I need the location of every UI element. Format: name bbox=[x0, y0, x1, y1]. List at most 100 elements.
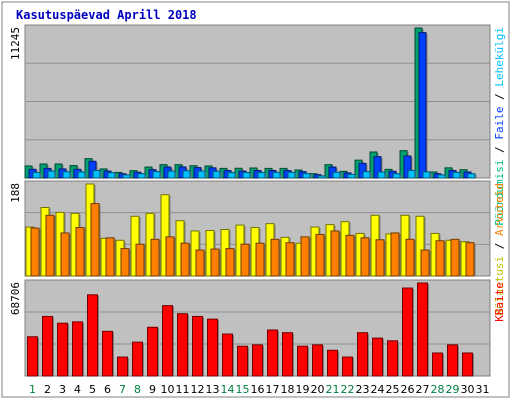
x-label-day-27: 27 bbox=[416, 383, 430, 396]
bar-kbaite-9 bbox=[147, 326, 158, 377]
bar-lehekülgi-1 bbox=[32, 171, 41, 179]
bar-lehekülgi-20 bbox=[317, 175, 326, 179]
legend-entry: Külastusi bbox=[493, 256, 506, 316]
bar-kbaite-4 bbox=[72, 321, 83, 377]
bar-arvuteid-7 bbox=[120, 248, 130, 277]
y-max-label: 11245 bbox=[9, 27, 22, 60]
bar-arvuteid-24 bbox=[375, 239, 385, 277]
bar-kbaite-23 bbox=[357, 332, 368, 377]
x-label-day-4: 4 bbox=[74, 383, 81, 396]
bar-arvuteid-6 bbox=[105, 237, 115, 277]
x-label-day-1: 1 bbox=[29, 383, 36, 396]
bar-kbaite-24 bbox=[372, 337, 383, 377]
bar-lehekülgi-21 bbox=[332, 171, 341, 179]
side-legend: Külastusi / Arvuteid bbox=[493, 183, 506, 315]
x-label-day-7: 7 bbox=[119, 383, 126, 396]
x-label-day-28: 28 bbox=[431, 383, 445, 396]
y-max-label: 68706 bbox=[9, 282, 22, 315]
bar-arvuteid-5 bbox=[90, 203, 100, 277]
legend-entry: Lehekülgi bbox=[493, 27, 506, 87]
x-label-day-19: 19 bbox=[296, 383, 310, 396]
x-label-day-14: 14 bbox=[221, 383, 235, 396]
bar-kbaite-22 bbox=[342, 356, 353, 377]
bar-kbaite-25 bbox=[387, 340, 398, 377]
bar-arvuteid-2 bbox=[45, 214, 55, 277]
bar-kbaite-1 bbox=[27, 336, 38, 377]
x-label-day-18: 18 bbox=[281, 383, 295, 396]
bar-arvuteid-11 bbox=[180, 242, 190, 277]
bar-arvuteid-16 bbox=[255, 242, 265, 277]
bar-kbaite-11 bbox=[177, 313, 188, 377]
bar-faile-27 bbox=[418, 32, 427, 179]
bar-arvuteid-30 bbox=[465, 242, 475, 277]
bar-arvuteid-19 bbox=[300, 236, 310, 277]
bar-lehekülgi-5 bbox=[92, 170, 101, 179]
x-label-day-5: 5 bbox=[89, 383, 96, 396]
x-label-day-3: 3 bbox=[59, 383, 66, 396]
bar-arvuteid-17 bbox=[270, 238, 280, 277]
x-label-day-2: 2 bbox=[44, 383, 51, 396]
bar-lehekülgi-17 bbox=[272, 171, 281, 179]
panel-visits-sites: 188 Külastusi / Arvuteid bbox=[9, 180, 506, 315]
panel-hits-files-pages: 11245 Pöördumisi / Faile / Lehekülgi bbox=[9, 24, 506, 226]
bar-kbaite-15 bbox=[237, 345, 248, 377]
bar-kbaite-19 bbox=[297, 345, 308, 377]
x-label-day-12: 12 bbox=[191, 383, 205, 396]
legend-entry: Arvuteid bbox=[493, 183, 506, 236]
bar-lehekülgi-15 bbox=[242, 172, 251, 179]
bar-kbaite-13 bbox=[207, 318, 218, 377]
x-label-day-8: 8 bbox=[134, 383, 141, 396]
bar-arvuteid-21 bbox=[330, 230, 340, 277]
bar-lehekülgi-3 bbox=[62, 171, 71, 179]
x-label-day-13: 13 bbox=[206, 383, 220, 396]
bar-lehekülgi-6 bbox=[107, 172, 116, 179]
bar-kbaite-5 bbox=[87, 294, 98, 377]
bar-lehekülgi-8 bbox=[137, 173, 146, 179]
bar-külastusi-10 bbox=[160, 194, 170, 277]
bar-lehekülgi-11 bbox=[182, 170, 191, 179]
x-label-day-26: 26 bbox=[401, 383, 415, 396]
x-label-day-9: 9 bbox=[149, 383, 156, 396]
bar-lehekülgi-4 bbox=[77, 171, 86, 179]
bar-lehekülgi-19 bbox=[302, 173, 311, 179]
bar-kbaite-10 bbox=[162, 305, 173, 377]
bar-lehekülgi-24 bbox=[377, 171, 386, 179]
bar-arvuteid-4 bbox=[75, 227, 85, 277]
bar-arvuteid-26 bbox=[405, 238, 415, 277]
bar-lehekülgi-14 bbox=[227, 172, 236, 179]
bar-arvuteid-18 bbox=[285, 242, 295, 277]
y-max-label: 188 bbox=[9, 183, 22, 203]
x-axis-labels: 1 2 3 4 5 6 7 8 9 10 11 12 13 14 15 16 17 18 19 20 21 22 23 24 2… bbox=[29, 383, 490, 396]
bar-lehekülgi-27 bbox=[422, 171, 431, 179]
x-label-day-10: 10 bbox=[161, 383, 175, 396]
bar-arvuteid-10 bbox=[165, 236, 175, 277]
bar-kbaite-7 bbox=[117, 356, 128, 377]
x-label-day-31: 31 bbox=[476, 383, 490, 396]
bar-arvuteid-25 bbox=[390, 232, 400, 277]
bar-kbaite-27 bbox=[417, 282, 428, 377]
bar-kbaite-6 bbox=[102, 330, 113, 377]
x-label-day-6: 6 bbox=[104, 383, 111, 396]
bar-arvuteid-1 bbox=[30, 227, 40, 277]
bar-arvuteid-12 bbox=[195, 249, 205, 277]
legend-separator: / bbox=[493, 140, 506, 160]
x-label-day-30: 30 bbox=[461, 383, 475, 396]
bar-kbaite-17 bbox=[267, 329, 278, 377]
side-legend: KBaite bbox=[493, 282, 506, 322]
bar-arvuteid-14 bbox=[225, 248, 235, 277]
panel-kbytes: 68706 KBaite bbox=[9, 279, 506, 377]
bar-lehekülgi-13 bbox=[212, 170, 221, 179]
bar-lehekülgi-25 bbox=[392, 173, 401, 179]
bar-arvuteid-13 bbox=[210, 248, 220, 277]
chart-title: Kasutuspäevad Aprill 2018 bbox=[16, 8, 197, 22]
bar-arvuteid-20 bbox=[315, 233, 325, 277]
x-label-day-23: 23 bbox=[356, 383, 370, 396]
bar-kbaite-14 bbox=[222, 333, 233, 377]
bar-arvuteid-9 bbox=[150, 238, 160, 277]
bar-lehekülgi-7 bbox=[122, 174, 131, 179]
bar-kbaite-20 bbox=[312, 344, 323, 377]
bar-arvuteid-27 bbox=[420, 249, 430, 277]
bar-kbaite-3 bbox=[57, 322, 68, 377]
